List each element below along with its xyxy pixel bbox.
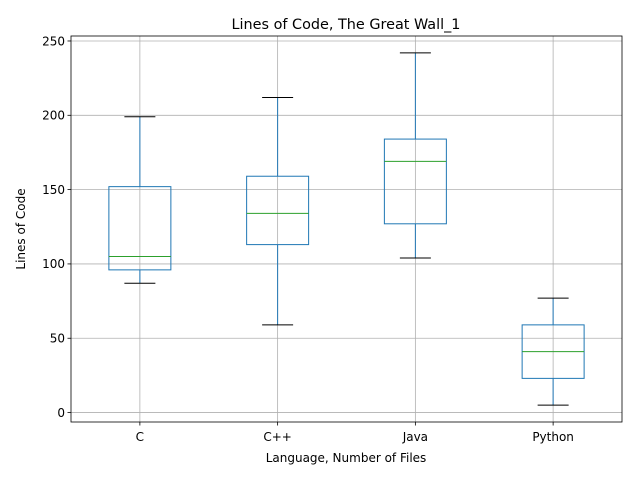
x-tick-label: Java [402,430,428,444]
y-axis-title: Lines of Code [14,188,28,269]
x-tick-label: C++ [263,430,292,444]
box-java [383,52,447,259]
iqr-box [246,175,310,246]
grid-lines [71,36,622,422]
y-tick-label: 200 [42,109,65,123]
box-cpp [246,96,310,326]
iqr-box [108,186,172,271]
plot-area-frame [70,35,623,423]
box-python [521,297,585,406]
y-tick-label: 50 [50,332,65,346]
iqr-box [383,138,447,225]
chart-title: Lines of Code, The Great Wall_1 [232,17,461,33]
y-tick-label: 0 [57,406,65,420]
y-tick-label: 150 [42,183,65,197]
y-tick-label: 100 [42,257,65,271]
axis-ticks: 0 50 100 150 200 250 C C++ Java Python [42,34,574,444]
y-tick-label: 250 [42,34,65,48]
box-series [108,52,585,406]
x-tick-label: C [136,430,144,444]
x-axis-title: Language, Number of Files [266,451,427,465]
x-tick-label: Python [532,430,574,444]
box-c [108,116,172,284]
